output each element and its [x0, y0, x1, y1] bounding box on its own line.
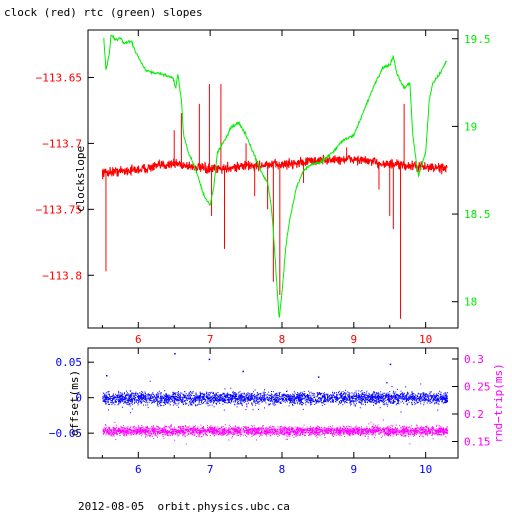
- panel2-right-tick-label-0: 0.3: [464, 353, 484, 366]
- panel1-x-tick-label-4: 10: [419, 333, 432, 346]
- panel2-series-magenta-outlier-1: [246, 405, 248, 408]
- panel2-left-axis-label: offset(ms): [68, 370, 81, 436]
- panel2-left-tick-label-0: 0.05: [56, 356, 83, 369]
- panel1-right-tick-label-1: 19: [464, 120, 477, 133]
- panel1-left-tick-label-2: −113.75: [36, 203, 82, 216]
- panel1-frame: [87, 29, 459, 329]
- panel2-series-magenta-outlier-2: [389, 397, 392, 399]
- panel2-series-blue-outlier-1: [208, 358, 211, 361]
- panel1-right-tick-label-3: 18: [464, 296, 477, 309]
- panel1-plot-area: [101, 34, 448, 319]
- panel1-right-tick-label-2: 18.5: [464, 208, 491, 221]
- panel2-series-magenta-points: [102, 419, 449, 445]
- panel2-plot-area: [102, 352, 449, 445]
- panel2-x-tick-label-4: 10: [419, 463, 432, 476]
- panel2-right-axis-label: rnd−trip(ms): [492, 363, 505, 442]
- panel1-left-axis-label: clockslope: [74, 146, 87, 212]
- panel2-series-blue-outlier-4: [389, 363, 392, 366]
- panel1-x-tick-label-0: 6: [135, 333, 142, 346]
- panel2-series-magenta-outlier-0: [174, 403, 176, 405]
- panel2-x-tick-label-2: 8: [279, 463, 286, 476]
- panel1-x-tick-label-3: 9: [351, 333, 358, 346]
- panel1-series-green-line: [103, 34, 448, 318]
- panel2-left-tick-label-1: 0: [75, 392, 82, 405]
- panel1-x-tick-label-1: 7: [207, 333, 214, 346]
- panel1-left-tick-label-0: −113.65: [36, 71, 82, 84]
- panel2-x-tick-label-0: 6: [135, 463, 142, 476]
- panel1-x-tick-label-2: 8: [279, 333, 286, 346]
- panel2-series-blue-outlier-2: [242, 370, 244, 373]
- panel2-x-tick-label-1: 7: [207, 463, 214, 476]
- panel2-series-blue-outlier-0: [174, 352, 176, 355]
- panel2-frame: [87, 347, 459, 459]
- panel1-right-tick-label-0: 19.5: [464, 33, 491, 46]
- panel1-series-red-line: [101, 154, 448, 180]
- panel2-right-tick-label-3: 0.15: [464, 436, 491, 449]
- panel2-series-blue-points: [102, 380, 449, 414]
- panel2-x-tick-label-3: 9: [351, 463, 358, 476]
- panel2-series-blue-outlier-3: [317, 376, 320, 378]
- panel1-left-tick-label-1: −113.7: [42, 137, 82, 150]
- footer-text: 2012-08-05 orbit.physics.ubc.ca: [78, 500, 290, 513]
- chart-title: clock (red) rtc (green) slopes: [4, 6, 203, 19]
- panel2-right-tick-label-1: 0.25: [464, 381, 491, 394]
- panel1-left-tick-label-3: −113.8: [42, 269, 82, 282]
- panel2-left-tick-label-2: −0.05: [49, 427, 82, 440]
- panel2-series-blue-outlier-5: [105, 374, 108, 377]
- panel2-right-tick-label-2: 0.2: [464, 408, 484, 421]
